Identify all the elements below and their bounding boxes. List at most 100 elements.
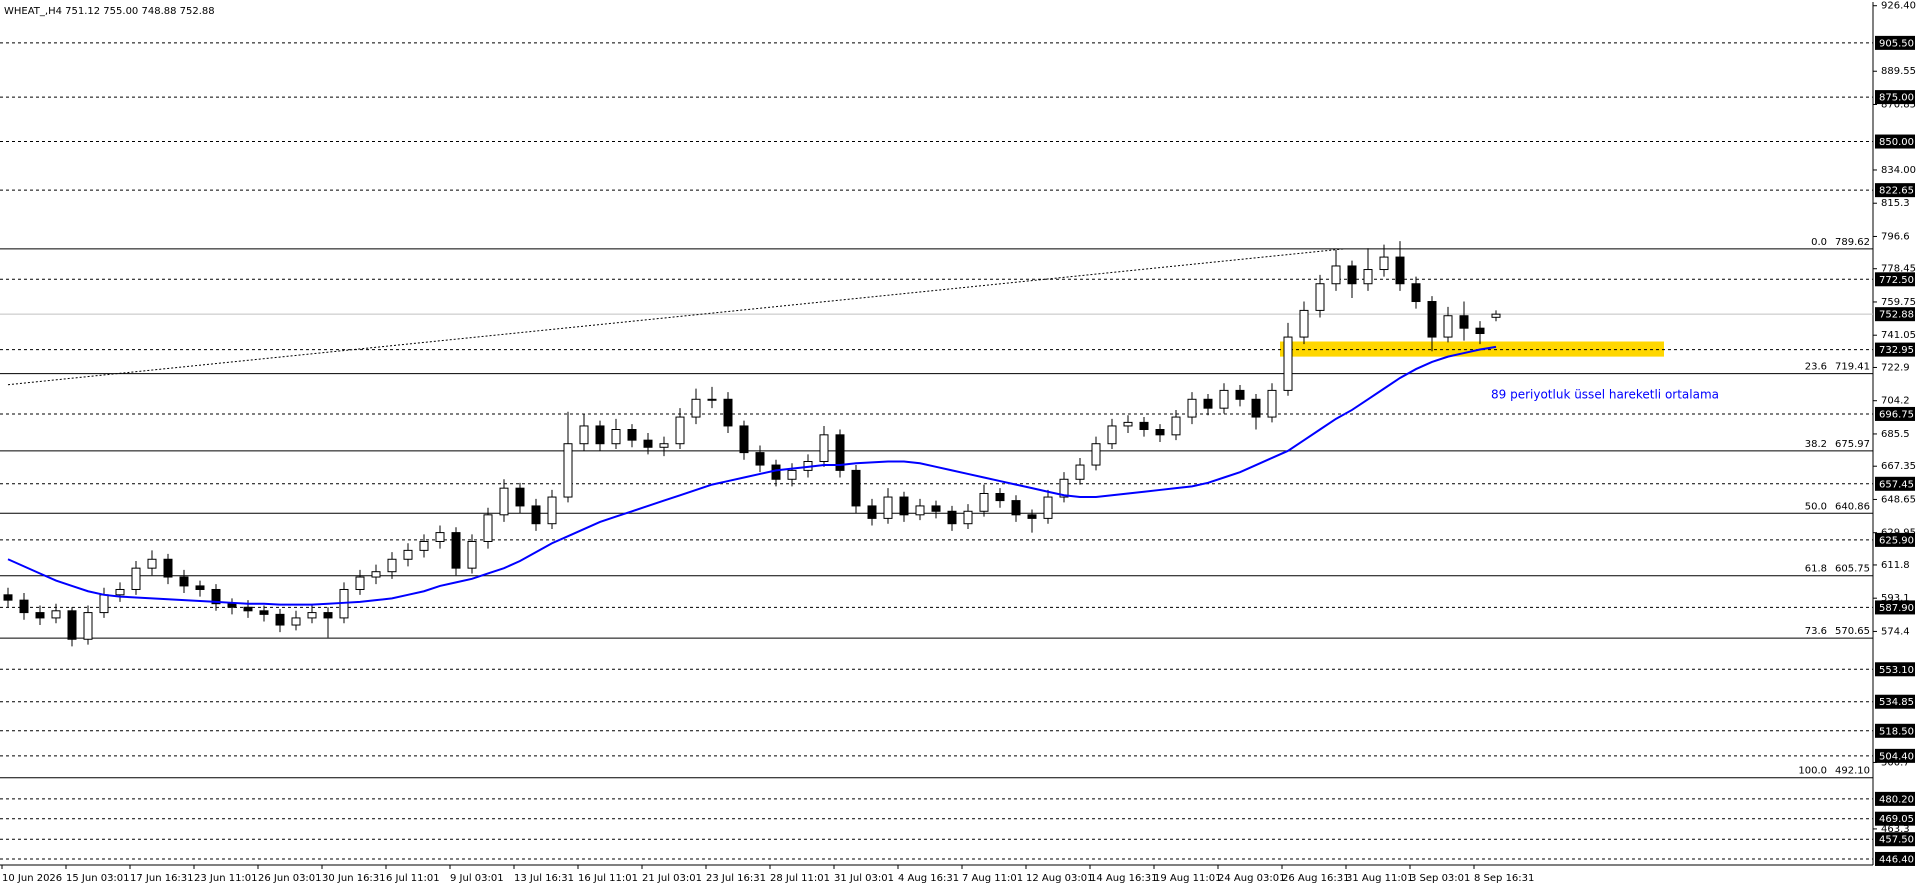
candle-body [819, 434, 829, 462]
candle-body [275, 613, 285, 626]
candle-body [467, 540, 477, 569]
candle-body [595, 425, 605, 445]
candle-body [787, 469, 797, 480]
level-box [1875, 342, 1915, 357]
header: WHEAT_,H4 751.12 755.00 748.88 752.88 [4, 6, 215, 17]
fib-price: 640.86 [1835, 501, 1870, 512]
candle-body [3, 594, 13, 601]
candle-body [1267, 389, 1277, 418]
candle-body [563, 443, 573, 498]
candle-body [1091, 443, 1101, 466]
candle-body [627, 429, 637, 441]
level-box [1875, 134, 1915, 149]
y-tick-label: 500.7 [1881, 757, 1910, 768]
x-tick-label: 9 Jul 03:01 [450, 873, 504, 884]
fib-level: 38.2 [1805, 439, 1827, 450]
y-tick-label: 759.75 [1881, 297, 1916, 308]
level-label: 587.90 [1879, 603, 1914, 614]
candle-body [35, 612, 45, 619]
candle-body [1251, 398, 1261, 418]
level-box [1875, 832, 1915, 847]
level-box [1875, 35, 1915, 50]
y-tick-label: 463.3 [1881, 824, 1910, 835]
candle-body [579, 425, 589, 445]
candle-body [1331, 265, 1341, 285]
level-label: 875.00 [1879, 93, 1914, 104]
x-tick-label: 16 Jul 11:01 [578, 873, 638, 884]
level-box [1875, 694, 1915, 709]
candle-body [1043, 496, 1053, 519]
fib-level: 73.6 [1805, 626, 1827, 637]
fib-price: 570.65 [1835, 626, 1870, 637]
candle-body [995, 492, 1005, 502]
y-tick-label: 870.85 [1881, 99, 1916, 110]
fib-price: 492.10 [1835, 766, 1870, 777]
candle-body [227, 603, 237, 608]
level-label: 732.95 [1879, 345, 1914, 356]
x-tick-label: 26 Jun 03:01 [258, 873, 322, 884]
candle-body [211, 588, 221, 605]
y-tick-label: 741.05 [1881, 330, 1916, 341]
candle-body [1395, 256, 1405, 285]
fib-level: 61.8 [1805, 564, 1827, 575]
candle-body [1411, 283, 1421, 303]
candle-body [19, 599, 29, 614]
level-label: 518.50 [1879, 726, 1914, 737]
fib-price: 789.62 [1835, 237, 1870, 248]
candle-body [51, 610, 61, 619]
candle-body [691, 398, 701, 418]
candle-body [1299, 309, 1309, 338]
candle-body [1379, 256, 1389, 271]
level-box [1875, 90, 1915, 105]
x-tick-label: 15 Jun 03:01 [66, 873, 130, 884]
candle-body [99, 594, 109, 614]
x-tick-label: 23 Jul 16:31 [706, 873, 766, 884]
candle-body [1315, 283, 1325, 311]
y-tick-label: 685.5 [1881, 429, 1910, 440]
candle-body [307, 612, 317, 619]
candle-body [371, 571, 381, 578]
level-label: 534.85 [1879, 697, 1914, 708]
candle-body [531, 505, 541, 525]
level-label: 457.50 [1879, 835, 1914, 846]
candle-body [179, 576, 189, 587]
level-box [1875, 851, 1915, 866]
x-tick-label: 7 Aug 11:01 [962, 873, 1023, 884]
x-tick-label: 31 Jul 03:01 [834, 873, 894, 884]
candle-body [1219, 389, 1229, 409]
candle-body [1011, 500, 1021, 516]
level-box [1875, 476, 1915, 491]
x-tick-label: 12 Aug 03:01 [1026, 873, 1093, 884]
y-tick-label: 574.4 [1881, 626, 1910, 637]
fib-level: 50.0 [1805, 501, 1827, 512]
y-tick-label: 648.65 [1881, 494, 1916, 505]
candle-body [515, 487, 525, 507]
candle-body [611, 429, 621, 445]
candle-body [659, 443, 669, 448]
fib-price: 719.41 [1835, 362, 1870, 373]
candle-body [1139, 421, 1149, 431]
candle-body [1187, 398, 1197, 418]
y-tick-label: 667.35 [1881, 461, 1916, 472]
last-price-label: 752.88 [1879, 310, 1914, 321]
candle-body [1491, 313, 1501, 318]
x-tick-label: 3 Sep 03:01 [1410, 873, 1470, 884]
candle-body [67, 610, 77, 640]
x-tick-label: 19 Aug 11:01 [1154, 873, 1221, 884]
support-zone [1280, 341, 1664, 357]
candle-body [707, 398, 717, 401]
y-tick-label: 722.9 [1881, 362, 1910, 373]
candle-body [1443, 315, 1453, 338]
level-label: 504.40 [1879, 751, 1914, 762]
candle-body [1155, 429, 1165, 436]
candle-body [83, 612, 93, 640]
x-tick-label: 31 Aug 11:01 [1346, 873, 1413, 884]
candle-body [1027, 514, 1037, 519]
level-box [1875, 662, 1915, 677]
level-box [1875, 183, 1915, 198]
y-tick-label: 834.00 [1881, 165, 1916, 176]
candle-body [483, 514, 493, 542]
candle-body [755, 452, 765, 466]
level-label: 696.75 [1879, 409, 1914, 420]
